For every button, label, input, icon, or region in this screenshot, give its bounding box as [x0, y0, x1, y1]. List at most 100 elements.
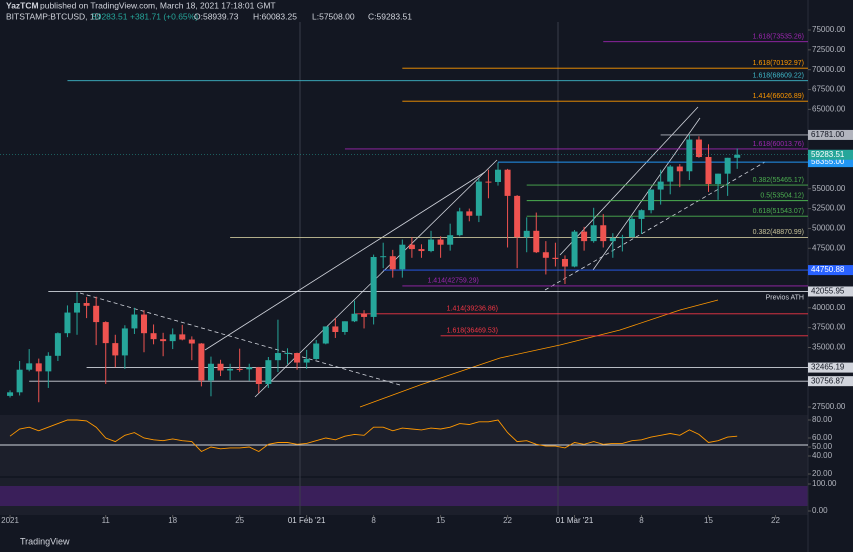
candle-body — [370, 257, 377, 317]
author: YazTCM — [6, 0, 39, 10]
candle-body — [121, 328, 128, 356]
candle-body — [734, 154, 741, 158]
candle-body — [294, 353, 301, 363]
y-tick-label: 60.00 — [812, 433, 833, 442]
candle-body — [265, 360, 272, 384]
candle-body — [504, 169, 511, 196]
level-label: 0.618(51543.07) — [753, 208, 804, 215]
candle-body — [179, 334, 186, 340]
x-tick-label: 01 Feb '21 — [288, 516, 326, 525]
candle-body — [198, 343, 205, 381]
price-badge — [808, 376, 853, 387]
y-tick-label: 75000.00 — [812, 25, 846, 34]
y-tick-label: 37500.00 — [812, 323, 846, 332]
candle-body — [456, 211, 463, 236]
candle-body — [313, 343, 320, 359]
price-badge-label: 42055.95 — [811, 287, 845, 296]
ohlc: H:60083.25 — [253, 11, 297, 21]
candle-body — [35, 363, 42, 372]
candle-body — [715, 173, 722, 184]
candle-body — [466, 211, 473, 216]
candle-body — [93, 305, 100, 323]
candle-body — [695, 139, 702, 157]
price-badge — [808, 286, 853, 297]
candle-body — [495, 169, 502, 182]
candle-body — [140, 314, 147, 334]
price-badge-label: 44750.88 — [811, 265, 845, 274]
candle-body — [303, 358, 310, 363]
y-tick-label: 20.00 — [812, 469, 833, 478]
published: published on TradingView.com, March 18, … — [40, 0, 276, 10]
y-tick-label: 0.00 — [812, 506, 828, 515]
y-tick-label: 40.00 — [812, 451, 833, 460]
level-label: 1.618(36469.53) — [447, 328, 498, 335]
level-label: 1.618(70192.97) — [753, 60, 804, 67]
x-tick-label: 01 Mar '21 — [556, 516, 594, 525]
level-label: 1.414(39236.86) — [447, 306, 498, 313]
y-tick-label: 40000.00 — [812, 303, 846, 312]
y-tick-label: 67500.00 — [812, 85, 846, 94]
x-tick-label: 11 — [102, 516, 111, 525]
symbol: BITSTAMP:BTCUSD, 1D — [6, 11, 101, 21]
candle-body — [16, 369, 23, 393]
price-badge-label: 59283.51 — [811, 150, 845, 159]
y-tick-label: 35000.00 — [812, 343, 846, 352]
candle-body — [160, 339, 167, 342]
candle-body — [408, 244, 415, 250]
candle-body — [542, 252, 549, 258]
level-label: 1.414(66026.89) — [753, 93, 804, 100]
change: +381.71 (+0.65%) — [130, 11, 198, 21]
candle-body — [676, 166, 683, 172]
x-tick-label: 22 — [771, 516, 780, 525]
candle-body — [571, 231, 578, 267]
candle-body — [648, 189, 655, 211]
candle-body — [389, 256, 396, 270]
level-label: 1.618(60013.76) — [753, 141, 804, 148]
candle-body — [131, 314, 138, 329]
candle-body — [447, 235, 454, 245]
candle-body — [102, 322, 109, 344]
y-tick-label: 50.00 — [812, 442, 833, 451]
x-tick-label: 8 — [639, 516, 644, 525]
candle-body — [54, 333, 61, 356]
candle-body — [332, 326, 339, 332]
moving-average — [359, 299, 719, 408]
candle-body — [255, 367, 262, 384]
candle-body — [485, 181, 492, 183]
candle-body — [590, 225, 597, 242]
candle-body — [628, 218, 635, 238]
candle-body — [217, 363, 224, 371]
x-tick-label: 22 — [503, 516, 512, 525]
price-badge — [808, 265, 853, 276]
candle-body — [657, 181, 664, 190]
candle-body — [399, 244, 406, 270]
candle-body — [561, 258, 568, 267]
candle-body — [380, 256, 387, 258]
price-badge-label: 61781.00 — [811, 130, 845, 139]
candle-body — [638, 210, 645, 219]
y-tick-label: 47500.00 — [812, 243, 846, 252]
brand: TradingView — [20, 536, 70, 546]
ohlc: O:58939.73 — [194, 11, 239, 21]
candle-body — [619, 237, 626, 239]
candle-body — [83, 303, 90, 306]
candle-body — [667, 166, 674, 182]
x-tick-label: 8 — [371, 516, 376, 525]
x-tick-label: 15 — [436, 516, 445, 525]
candle-body — [600, 225, 607, 242]
last-price-text: 59283.51 — [92, 11, 128, 21]
y-tick-label: 100.00 — [812, 479, 837, 488]
x-tick-label: 18 — [168, 516, 177, 525]
candle-body — [475, 181, 482, 216]
price-badge — [808, 157, 853, 168]
y-tick-label: 27500.00 — [812, 402, 846, 411]
candle-body — [45, 355, 52, 372]
x-tick-label: 15 — [704, 516, 713, 525]
candle-body — [246, 367, 253, 370]
candle-body — [514, 195, 521, 238]
candle-body — [418, 249, 425, 252]
y-tick-label: 52500.00 — [812, 204, 846, 213]
level-label: Previos ATH — [766, 294, 804, 301]
y-tick-label: 70000.00 — [812, 65, 846, 74]
candle-body — [74, 303, 81, 313]
